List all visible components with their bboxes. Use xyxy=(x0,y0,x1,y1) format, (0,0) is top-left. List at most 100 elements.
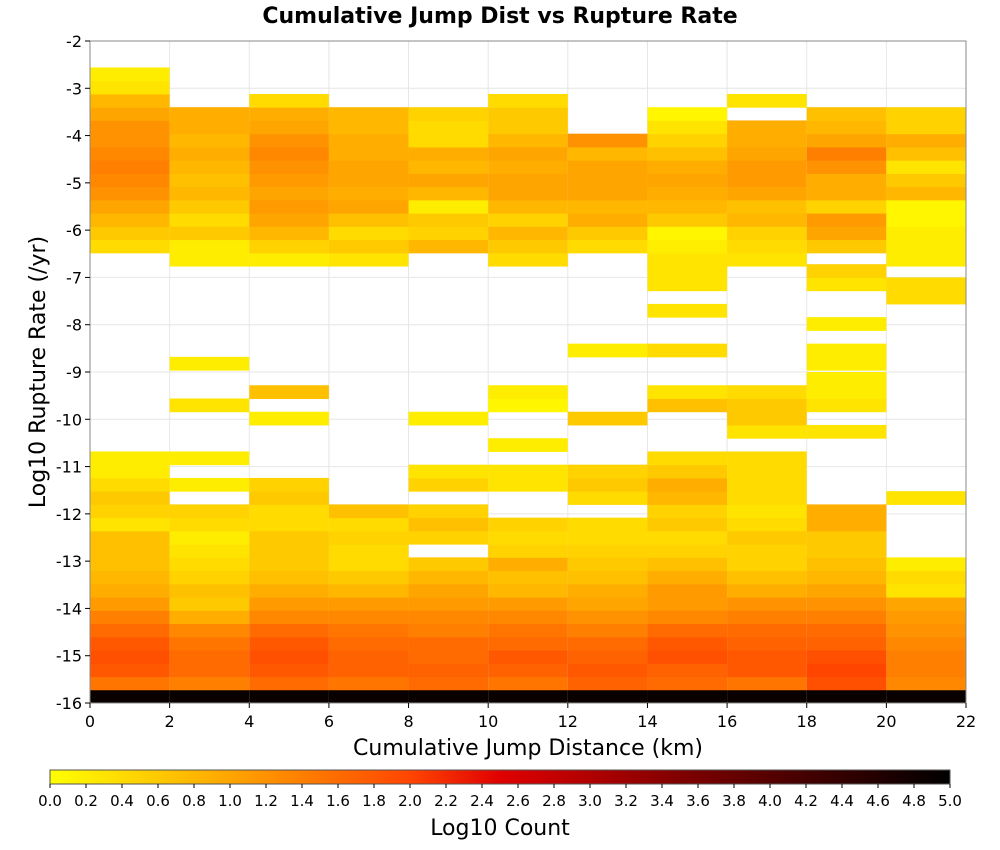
heatmap-cell xyxy=(488,477,568,492)
heatmap-cell xyxy=(567,477,648,492)
heatmap-cell xyxy=(647,133,728,148)
colorbar-tick-label: 2.0 xyxy=(398,792,422,810)
heatmap-cell xyxy=(328,689,409,704)
heatmap-cell xyxy=(328,133,409,148)
heatmap-cell xyxy=(567,610,648,625)
heatmap-cell xyxy=(727,557,807,572)
heatmap-cell xyxy=(886,583,966,598)
x-axis-ticks: 0 2 4 6 8 10 12 14 16 18 20 22 xyxy=(85,703,976,731)
heatmap-cell xyxy=(806,663,887,678)
heatmap-cell xyxy=(488,610,568,625)
heatmap-cell xyxy=(408,239,489,254)
heatmap-cell xyxy=(169,517,250,532)
heatmap-cell xyxy=(567,597,648,611)
heatmap-cell xyxy=(886,557,966,572)
heatmap-cell xyxy=(328,120,409,135)
heatmap-cell xyxy=(169,676,250,691)
heatmap-cell xyxy=(727,464,807,479)
heatmap-cell xyxy=(90,623,170,638)
heatmap-cell xyxy=(806,610,887,625)
colorbar-tick-label: 1.0 xyxy=(218,792,242,810)
heatmap-cell xyxy=(90,663,170,678)
heatmap-cell xyxy=(647,557,728,572)
heatmap-cell xyxy=(169,133,250,148)
heatmap-cell xyxy=(886,597,966,611)
heatmap-cell xyxy=(408,623,489,638)
heatmap-cell xyxy=(806,650,887,664)
heatmap-cell xyxy=(567,636,648,651)
heatmap-cell xyxy=(328,650,409,664)
y-tick-label: -15 xyxy=(56,647,82,666)
heatmap-cell xyxy=(249,239,329,254)
heatmap-cell xyxy=(567,557,648,572)
heatmap-cell xyxy=(886,173,966,188)
heatmap-cell xyxy=(488,557,568,572)
heatmap-cell xyxy=(567,517,648,532)
colorbar-tick-label: 4.4 xyxy=(830,792,854,810)
heatmap-cell xyxy=(169,186,250,201)
heatmap-cell xyxy=(169,583,250,598)
heatmap-cell xyxy=(408,226,489,241)
colorbar-tick-label: 2.2 xyxy=(434,792,458,810)
heatmap-cell xyxy=(249,504,329,519)
x-tick-label: 14 xyxy=(637,712,657,731)
heatmap-cell xyxy=(488,146,568,161)
colorbar-tick-label: 3.2 xyxy=(614,792,638,810)
heatmap-cell xyxy=(90,530,170,545)
heatmap-cell xyxy=(886,226,966,241)
heatmap-cell xyxy=(806,213,887,227)
heatmap-cell xyxy=(408,133,489,148)
heatmap-cell xyxy=(328,676,409,691)
y-tick-label: -6 xyxy=(66,221,82,240)
colorbar-label: Log10 Count xyxy=(430,816,570,841)
heatmap-cell xyxy=(90,160,170,174)
heatmap-cell xyxy=(488,213,568,227)
heatmap-cell xyxy=(567,689,648,704)
heatmap-cell xyxy=(408,411,489,426)
heatmap-cell xyxy=(249,650,329,664)
heatmap-cell xyxy=(647,689,728,704)
heatmap-cell xyxy=(249,477,329,492)
heatmap-cell xyxy=(488,676,568,691)
heatmap-cell xyxy=(169,199,250,214)
heatmap-cell xyxy=(567,544,648,558)
heatmap-cell xyxy=(806,557,887,572)
heatmap-cell xyxy=(488,107,568,121)
colorbar-tick-label: 1.2 xyxy=(254,792,278,810)
y-axis-ticks: -2 -3 -4 -5 -6 -7 -8 -9 -10 -11 -12 -13 -14 -15 -16 xyxy=(56,32,90,713)
heatmap-cell xyxy=(647,199,728,214)
heatmap-cell xyxy=(567,676,648,691)
heatmap-cell xyxy=(567,650,648,664)
heatmap-cell xyxy=(727,491,807,505)
x-tick-label: 20 xyxy=(876,712,896,731)
heatmap-cell xyxy=(727,226,807,241)
heatmap-cell xyxy=(90,597,170,611)
heatmap-cell xyxy=(249,557,329,572)
heatmap-cell xyxy=(328,226,409,241)
heatmap-cell xyxy=(488,252,568,267)
x-axis-label: Cumulative Jump Distance (km) xyxy=(353,736,703,761)
heatmap-cell xyxy=(806,317,887,331)
heatmap-cell xyxy=(169,160,250,174)
heatmap-cell xyxy=(328,186,409,201)
heatmap-cell xyxy=(169,120,250,135)
heatmap-cell xyxy=(647,160,728,174)
heatmap-cell xyxy=(886,120,966,135)
heatmap-cell xyxy=(886,252,966,267)
y-tick-label: -5 xyxy=(66,174,82,193)
colorbar-ticks: 0.0 0.2 0.4 0.6 0.8 1.0 1.2 1.4 1.6 1.8 2.0 2.2 2.4 2… xyxy=(38,784,962,810)
heatmap-cell xyxy=(727,504,807,519)
heatmap-cell xyxy=(488,226,568,241)
colorbar-tick-label: 1.6 xyxy=(326,792,350,810)
heatmap-cell xyxy=(806,107,887,121)
heatmap-cell xyxy=(328,663,409,678)
heatmap-cell xyxy=(249,385,329,399)
heatmap-cell xyxy=(647,385,728,399)
heatmap-cell xyxy=(408,610,489,625)
heatmap-cell xyxy=(328,623,409,638)
heatmap-cell xyxy=(328,239,409,254)
heatmap-cell xyxy=(567,623,648,638)
heatmap-cell xyxy=(647,146,728,161)
heatmap-cell xyxy=(249,93,329,108)
